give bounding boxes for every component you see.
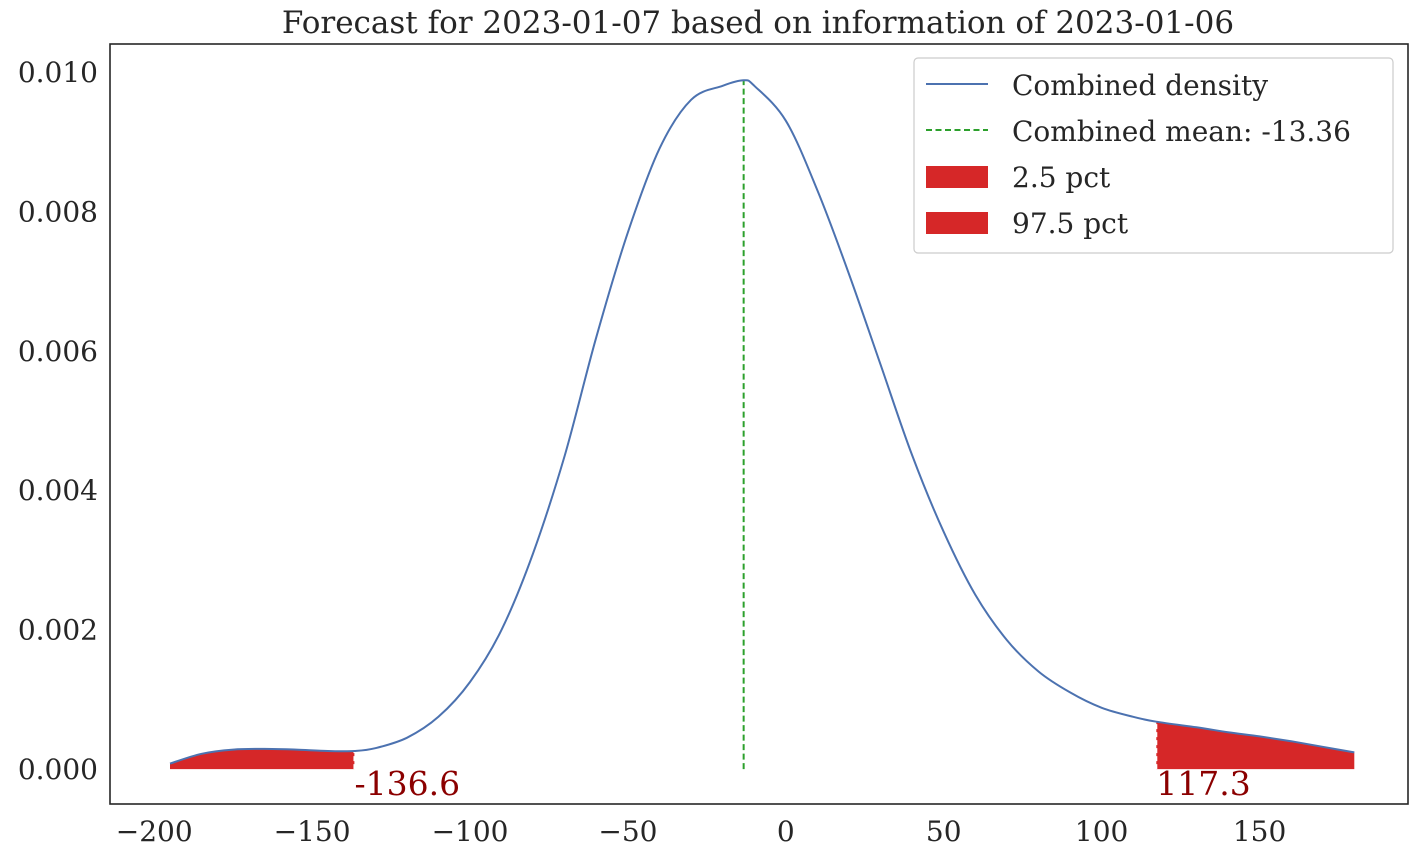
legend-box bbox=[913, 57, 1394, 254]
x-tick-label: −100 bbox=[432, 815, 509, 848]
legend-high-swatch bbox=[926, 212, 988, 234]
x-tick-label: −150 bbox=[274, 815, 351, 848]
x-tick-label: −200 bbox=[116, 815, 193, 848]
legend: Combined density Combined mean: -13.36 2… bbox=[913, 57, 1394, 254]
plot-marks bbox=[169, 79, 1355, 770]
y-tick-label: 0.004 bbox=[18, 474, 98, 507]
y-tick-label: 0.010 bbox=[18, 56, 98, 89]
legend-mean-label: Combined mean: -13.36 bbox=[1012, 115, 1351, 148]
percentile-fills bbox=[170, 721, 1355, 770]
x-tick-label: 150 bbox=[1233, 815, 1286, 848]
y-tick-label: 0.006 bbox=[18, 335, 98, 368]
x-axis-ticks: −200 −150 −100 −50 0 50 100 150 bbox=[116, 815, 1287, 848]
legend-density-label: Combined density bbox=[1012, 69, 1268, 102]
x-tick-label: 50 bbox=[926, 815, 962, 848]
x-tick-label: −50 bbox=[598, 815, 657, 848]
legend-low-label: 2.5 pct bbox=[1012, 161, 1111, 194]
y-tick-label: 0.002 bbox=[18, 614, 98, 647]
y-axis-ticks: 0.000 0.002 0.004 0.006 0.008 0.010 bbox=[18, 56, 98, 786]
annotation-2-5-pct: -136.6 bbox=[354, 764, 460, 803]
fill-2-5-pct bbox=[170, 748, 355, 770]
x-tick-label: 100 bbox=[1075, 815, 1128, 848]
y-tick-label: 0.008 bbox=[18, 195, 98, 228]
legend-low-swatch bbox=[926, 166, 988, 188]
annotation-97-5-pct: 117.3 bbox=[1156, 764, 1250, 803]
percentile-annotations: -136.6 117.3 bbox=[354, 764, 1250, 803]
fill-97-5-pct bbox=[1156, 721, 1355, 770]
x-tick-label: 0 bbox=[777, 815, 795, 848]
combined-density-line bbox=[169, 79, 1355, 765]
plot-frame bbox=[109, 43, 1409, 805]
legend-high-label: 97.5 pct bbox=[1012, 207, 1129, 240]
chart-title: Forecast for 2023-01-07 based on informa… bbox=[282, 5, 1234, 41]
y-tick-label: 0.000 bbox=[18, 753, 98, 786]
